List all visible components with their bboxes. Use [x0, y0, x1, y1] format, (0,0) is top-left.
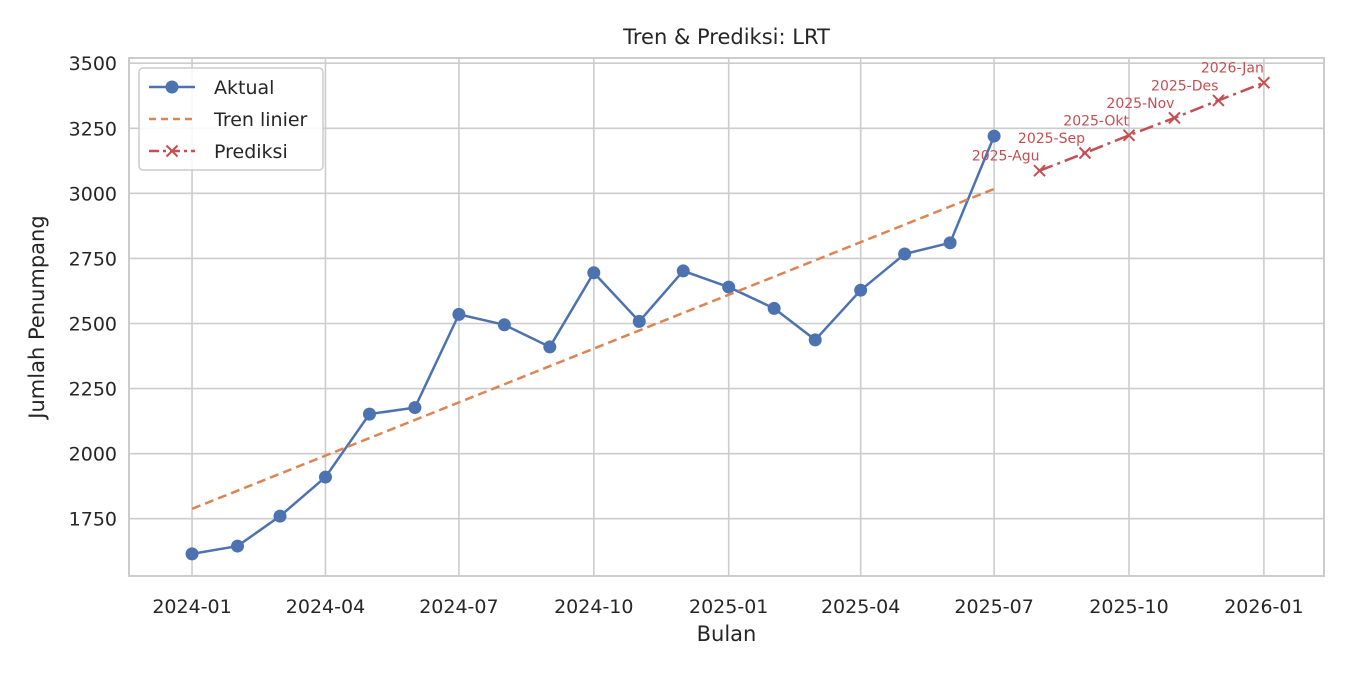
legend-label: Tren linier [213, 109, 308, 131]
x-tick-label: 2024-07 [419, 596, 498, 618]
data-point-aktual [987, 129, 1001, 143]
x-tick-label: 2025-10 [1089, 596, 1168, 618]
data-point-prediksi [1257, 76, 1271, 89]
x-tick-label: 2025-04 [821, 596, 900, 618]
data-point-prediksi [1122, 129, 1136, 142]
x-axis-title: Bulan [697, 622, 757, 646]
series-line-prediksi [1039, 81, 1265, 172]
data-point-aktual [408, 401, 422, 415]
x-tick-label: 2024-10 [554, 596, 633, 618]
data-point-aktual [185, 547, 199, 561]
data-point-prediksi [1078, 146, 1092, 160]
y-tick-label: 2250 [69, 379, 117, 401]
legend-marker [165, 80, 179, 94]
x-tick-label: 2024-01 [152, 596, 231, 618]
legend-marker [165, 144, 179, 158]
legend-label: Aktual [214, 77, 274, 99]
prediction-label: 2025-Agu [972, 149, 1040, 165]
legend-box [138, 67, 324, 171]
data-point-aktual [722, 280, 736, 294]
y-tick-label: 3250 [69, 118, 117, 140]
data-point-aktual [943, 236, 957, 250]
prediction-label: 2025-Nov [1106, 96, 1174, 112]
data-point-aktual [362, 407, 376, 421]
y-tick-label: 2000 [69, 444, 117, 466]
y-tick-label: 2500 [69, 314, 117, 336]
x-tick-label: 2026-01 [1224, 596, 1303, 618]
y-tick-label: 3000 [69, 183, 117, 205]
legend-label: Prediksi [214, 141, 288, 163]
tick-layer: 2024-01 2024-04 2024-07 2024-10 2025-01 2025-… [69, 53, 1304, 618]
x-tick-label: 2025-07 [954, 596, 1033, 618]
data-point-aktual [497, 318, 511, 332]
data-point-aktual [632, 314, 646, 328]
plot-frame [128, 57, 1325, 577]
y-tick-label: 2750 [69, 248, 117, 270]
data-point-prediksi [1168, 111, 1181, 125]
legend: Aktual Tren linier Prediksi [138, 67, 324, 171]
data-point-aktual [676, 264, 690, 278]
data-point-aktual [452, 307, 466, 321]
data-point-aktual [587, 266, 601, 280]
data-point-aktual [767, 301, 781, 315]
chart-title: Tren & Prediksi: LRT [622, 25, 830, 49]
data-point-aktual [808, 333, 822, 347]
x-tick-label: 2024-04 [286, 596, 365, 618]
prediction-label: 2025-Des [1151, 78, 1218, 94]
prediction-label: 2025-Sep [1018, 131, 1085, 147]
data-point-aktual [543, 340, 557, 354]
prediction-label: 2026-Jan [1201, 61, 1264, 77]
y-axis-title: Jumlah Penumpang [25, 215, 49, 420]
data-point-prediksi [1212, 94, 1225, 107]
y-tick-label: 3500 [69, 53, 117, 75]
data-point-aktual [318, 470, 332, 484]
x-tick-label: 2025-01 [689, 596, 768, 618]
series-line-tren-linier [191, 187, 995, 511]
y-tick-label: 1750 [69, 509, 117, 531]
data-point-aktual [854, 283, 868, 297]
prediction-label: 2025-Okt [1063, 113, 1129, 129]
data-point-aktual [273, 509, 287, 523]
data-point-aktual [898, 247, 912, 261]
series-layer [185, 76, 1271, 561]
data-point-prediksi [1033, 164, 1046, 177]
data-point-aktual [231, 539, 245, 553]
